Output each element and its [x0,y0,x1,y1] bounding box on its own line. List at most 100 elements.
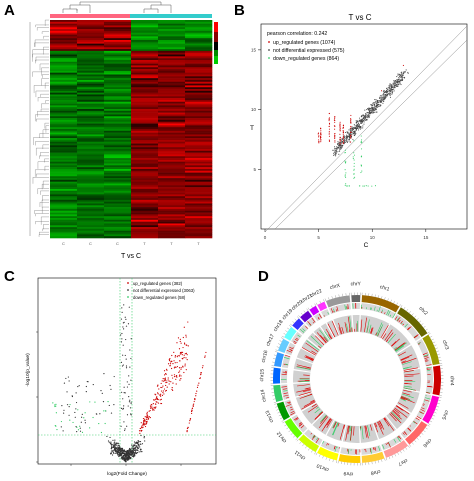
scatter-point [367,117,369,119]
heatmap-cell [104,141,132,144]
scatter-point [343,142,345,144]
scatter-point [379,100,381,102]
volcano-point [63,409,65,411]
volcano-point [130,449,132,452]
volcano-point [183,371,185,374]
heatmap-cell [131,85,159,88]
volcano-point [111,446,113,448]
volcano-point [140,443,142,445]
karyotype-tick [427,424,430,427]
volcano-point [175,383,177,385]
volcano-point [110,442,112,445]
volcano-point [129,451,131,453]
karyotype-tick [428,333,431,335]
heatmap-cell [77,85,105,88]
volcano-point [121,447,123,450]
diagonal-lower [274,39,468,230]
inner-track-bar [338,322,343,335]
heatmap-cell [77,192,105,195]
volcano-point [201,367,204,369]
inner-track-bar [402,392,411,396]
volcano-point [149,409,151,412]
outer-track-bar [316,437,319,441]
volcano-point [125,451,128,453]
heatmap-cell [185,208,213,212]
volcano-point [115,444,117,446]
heatmap-cell [77,103,105,106]
heatmap-cell [185,105,213,108]
panel-label-c: C [4,268,15,285]
heatmap-cell [77,163,105,166]
scatter-point [339,145,341,147]
heatmap-cell [104,176,132,179]
scatter-point [372,110,374,112]
scatter-point [333,152,335,154]
heatmap-cell [104,207,132,210]
outer-track-bar [413,420,418,425]
heatmap-cell [185,219,213,222]
volcano-point [176,365,179,368]
heatmap-cell [158,118,186,121]
outer-track-bar [409,425,411,427]
volcano-point [116,444,118,446]
heatmap-cell [50,105,78,108]
heatmap-cell [104,109,132,112]
volcano-point [134,443,136,445]
heatmap-cell [131,199,159,202]
heatmap-cell [131,152,159,155]
heatmap-cell [131,236,159,239]
karyotype-tick [319,454,321,457]
karyotype-tick [281,335,285,338]
scatter-point [394,83,397,85]
heatmap-cell [50,87,78,90]
scatter-point [402,78,404,80]
heatmap-cell [185,74,213,77]
y-tick-label: 15 [251,47,257,52]
volcano-point [74,411,76,414]
heatmap-cell [104,118,132,121]
inner-track-bar [379,420,385,430]
heatmap-cell [185,127,213,130]
legend-up: up_regulated genes (1074) [273,40,336,46]
outer-track-bar [426,392,431,394]
heatmap-cell [158,178,186,181]
scatter-point [382,100,384,102]
heatmap-cell [104,20,132,23]
volcano-point [185,336,187,338]
scatter-point [398,73,400,75]
heatmap-cell [77,89,105,92]
volcano-point [156,385,159,387]
heatmap-cell [158,181,186,184]
correlation-scatter-panel: T vs C pearson correlation: 0.242 up_reg… [250,13,468,249]
volcano-point [84,412,86,414]
heatmap-cell [104,130,132,133]
heatmap-cell [50,43,78,46]
heatmap-cell [185,23,213,26]
volcano-point [115,451,117,453]
scatter-point [351,134,353,136]
scatter-point [393,87,395,89]
volcano-point [110,441,112,443]
heatmap-cell [104,156,132,159]
heatmap-cell [77,74,105,77]
heatmap-cell [185,61,213,64]
volcano-point [123,459,125,461]
heatmap-cell [158,58,186,61]
heatmap-cell [131,158,159,161]
volcano-point [186,431,188,433]
outer-track-bar [285,404,292,407]
volcano-legend-up: up_regulated genes (382) [133,281,183,286]
heatmap-cell [185,41,213,44]
volcano-point [170,361,172,363]
chromosome-band-chr21 [309,305,320,316]
scatter-point [367,115,369,118]
scatter-point [343,140,345,142]
volcano-point [122,407,125,409]
scatter-point [366,119,368,121]
heatmap-cell [104,78,132,81]
volcano-point [114,447,116,449]
volcano-point [154,399,156,401]
scatter-point [353,169,355,171]
inner-track-bar [324,331,331,340]
volcano-point [146,414,148,416]
